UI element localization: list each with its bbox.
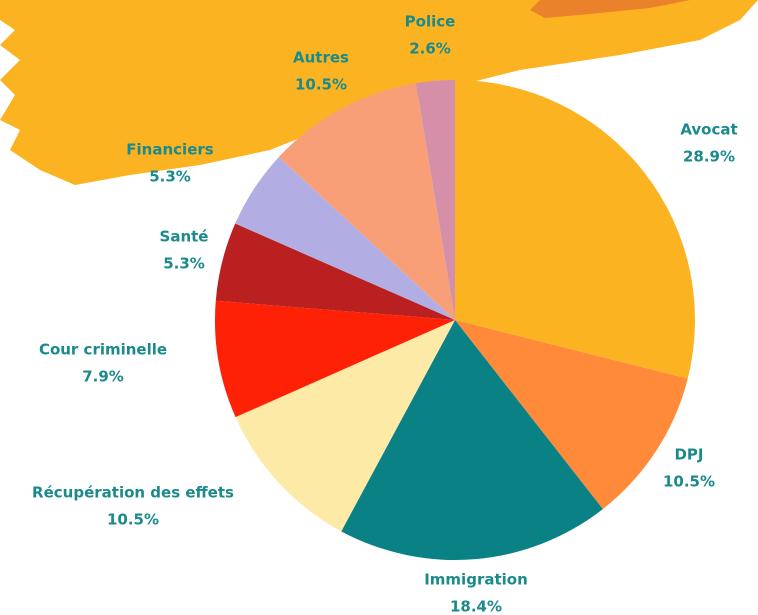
slice-label: Autres	[293, 49, 349, 67]
slice-value-label: 5.3%	[163, 255, 205, 273]
slice-label: DPJ	[674, 446, 703, 464]
slice-label: Santé	[160, 228, 209, 246]
slice-label: Police	[405, 13, 456, 31]
slice-label: Immigration	[424, 571, 528, 589]
slice-value-label: 7.9%	[82, 368, 124, 386]
slice-label: Récupération des effets	[32, 484, 234, 502]
slice-label: Financiers	[126, 141, 213, 159]
slice-value-label: 28.9%	[683, 148, 735, 166]
slice-value-label: 18.4%	[450, 598, 502, 615]
slice-value-label: 2.6%	[409, 40, 451, 58]
chart: Avocat 28.9% DPJ 10.5% Immigration 18.4% Récup…	[0, 0, 758, 615]
slice-value-label: 5.3%	[149, 168, 191, 186]
slice-value-label: 10.5%	[107, 511, 159, 529]
slice-value-label: 10.5%	[295, 76, 347, 94]
slice-label: Cour criminelle	[39, 341, 167, 359]
slice-label: Avocat	[680, 121, 737, 139]
slice-value-label: 10.5%	[663, 473, 715, 491]
